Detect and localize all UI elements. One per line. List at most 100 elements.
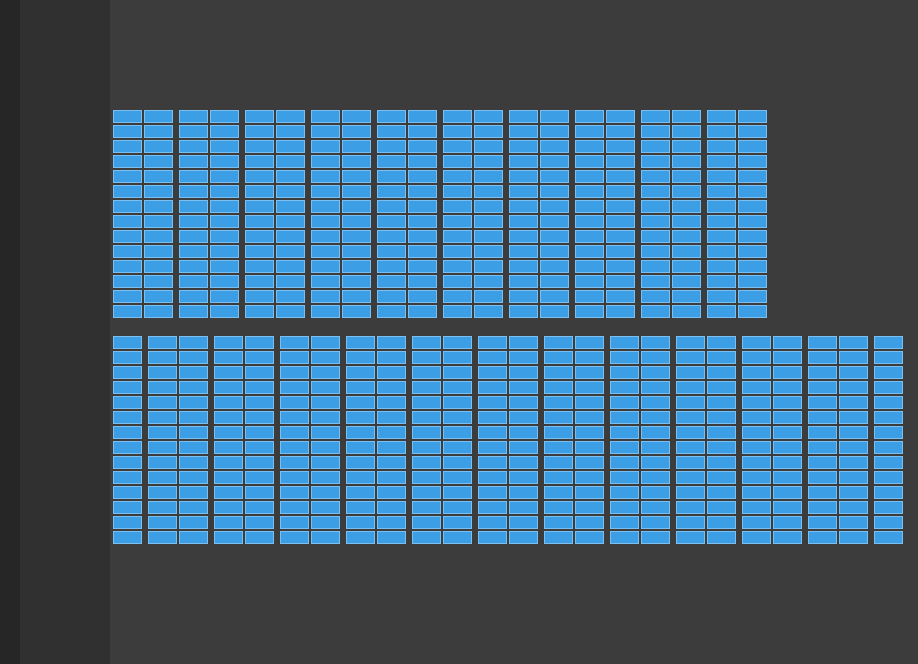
selected-cell[interactable] <box>575 170 604 183</box>
selected-cell[interactable] <box>443 336 472 349</box>
selected-cell[interactable] <box>540 185 569 198</box>
selected-cell[interactable] <box>478 456 507 469</box>
selected-cell[interactable] <box>839 426 868 439</box>
selected-cell[interactable] <box>342 170 371 183</box>
selected-cell[interactable] <box>544 456 573 469</box>
selected-cell[interactable] <box>509 381 538 394</box>
selected-cell[interactable] <box>311 381 340 394</box>
selected-cell[interactable] <box>773 456 802 469</box>
selected-cell[interactable] <box>346 516 375 529</box>
selected-cell[interactable] <box>342 305 371 318</box>
selected-cell[interactable] <box>342 185 371 198</box>
selected-cell[interactable] <box>377 411 406 424</box>
selected-cell[interactable] <box>276 230 305 243</box>
selected-cell[interactable] <box>641 140 670 153</box>
selected-cell[interactable] <box>575 381 604 394</box>
selected-cell[interactable] <box>839 366 868 379</box>
selected-cell[interactable] <box>210 290 239 303</box>
selected-cell[interactable] <box>738 125 767 138</box>
selected-cell[interactable] <box>377 501 406 514</box>
selected-cell[interactable] <box>509 305 538 318</box>
selected-cell[interactable] <box>808 486 837 499</box>
selected-cell[interactable] <box>443 185 472 198</box>
selected-cell[interactable] <box>478 366 507 379</box>
selected-cell[interactable] <box>276 170 305 183</box>
selected-cell[interactable] <box>346 441 375 454</box>
selected-cell[interactable] <box>311 531 340 544</box>
selected-cell[interactable] <box>575 155 604 168</box>
selected-cell[interactable] <box>214 381 243 394</box>
selected-cell[interactable] <box>408 305 437 318</box>
selected-cell[interactable] <box>443 381 472 394</box>
selected-cell[interactable] <box>210 140 239 153</box>
selected-cell[interactable] <box>210 170 239 183</box>
selected-cell[interactable] <box>179 366 208 379</box>
selected-cell[interactable] <box>377 426 406 439</box>
selected-cell[interactable] <box>874 396 903 409</box>
selected-cell[interactable] <box>474 305 503 318</box>
selected-cell[interactable] <box>839 516 868 529</box>
selected-cell[interactable] <box>311 305 340 318</box>
selected-cell[interactable] <box>606 110 635 123</box>
selected-cell[interactable] <box>179 516 208 529</box>
selected-cell[interactable] <box>676 531 705 544</box>
selected-cell[interactable] <box>474 260 503 273</box>
selected-cell[interactable] <box>478 396 507 409</box>
selected-cell[interactable] <box>210 155 239 168</box>
selected-cell[interactable] <box>575 305 604 318</box>
selected-cell[interactable] <box>311 516 340 529</box>
selected-cell[interactable] <box>245 471 274 484</box>
selected-cell[interactable] <box>474 230 503 243</box>
selected-cell[interactable] <box>676 501 705 514</box>
selected-cell[interactable] <box>311 185 340 198</box>
selected-cell[interactable] <box>443 200 472 213</box>
selected-cell[interactable] <box>707 305 736 318</box>
selected-cell[interactable] <box>408 155 437 168</box>
selected-cell[interactable] <box>707 456 736 469</box>
selected-cell[interactable] <box>509 396 538 409</box>
selected-cell[interactable] <box>276 290 305 303</box>
selected-cell[interactable] <box>606 230 635 243</box>
selected-cell[interactable] <box>641 471 670 484</box>
selected-cell[interactable] <box>676 471 705 484</box>
selected-cell[interactable] <box>575 486 604 499</box>
selected-cell[interactable] <box>474 275 503 288</box>
selected-cell[interactable] <box>540 170 569 183</box>
selected-cell[interactable] <box>443 125 472 138</box>
selected-cell[interactable] <box>606 125 635 138</box>
selected-cell[interactable] <box>707 366 736 379</box>
selected-cell[interactable] <box>509 516 538 529</box>
selected-cell[interactable] <box>443 531 472 544</box>
selected-cell[interactable] <box>738 230 767 243</box>
selected-cell[interactable] <box>610 366 639 379</box>
selected-cell[interactable] <box>377 125 406 138</box>
selected-cell[interactable] <box>874 516 903 529</box>
selected-cell[interactable] <box>179 471 208 484</box>
selected-cell[interactable] <box>707 486 736 499</box>
selected-cell[interactable] <box>874 501 903 514</box>
selected-cell[interactable] <box>113 275 142 288</box>
selected-cell[interactable] <box>474 215 503 228</box>
selected-cell[interactable] <box>179 185 208 198</box>
selected-cell[interactable] <box>443 170 472 183</box>
selected-cell[interactable] <box>474 155 503 168</box>
selected-cell[interactable] <box>346 366 375 379</box>
selected-cell[interactable] <box>342 140 371 153</box>
selected-cell[interactable] <box>311 245 340 258</box>
selected-cell[interactable] <box>672 200 701 213</box>
selected-cell[interactable] <box>280 426 309 439</box>
selected-cell[interactable] <box>311 260 340 273</box>
selected-cell[interactable] <box>707 170 736 183</box>
selected-cell[interactable] <box>773 486 802 499</box>
selected-cell[interactable] <box>342 110 371 123</box>
selected-cell[interactable] <box>738 170 767 183</box>
selected-cell[interactable] <box>245 275 274 288</box>
selected-cell[interactable] <box>280 516 309 529</box>
selected-cell[interactable] <box>311 351 340 364</box>
selected-cell[interactable] <box>808 441 837 454</box>
selected-cell[interactable] <box>377 230 406 243</box>
selected-cell[interactable] <box>606 275 635 288</box>
selected-cell[interactable] <box>707 200 736 213</box>
selected-cell[interactable] <box>738 290 767 303</box>
selected-cell[interactable] <box>311 215 340 228</box>
